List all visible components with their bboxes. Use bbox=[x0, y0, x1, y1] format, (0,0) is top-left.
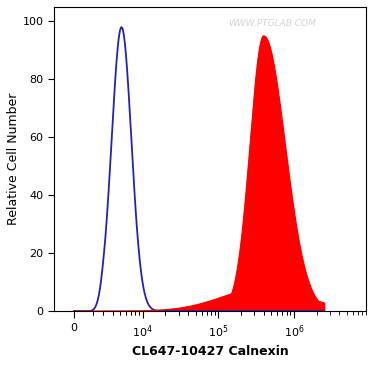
Y-axis label: Relative Cell Number: Relative Cell Number bbox=[7, 93, 20, 225]
Text: WWW.PTGLAB.COM: WWW.PTGLAB.COM bbox=[229, 19, 316, 28]
X-axis label: CL647-10427 Calnexin: CL647-10427 Calnexin bbox=[132, 345, 288, 358]
